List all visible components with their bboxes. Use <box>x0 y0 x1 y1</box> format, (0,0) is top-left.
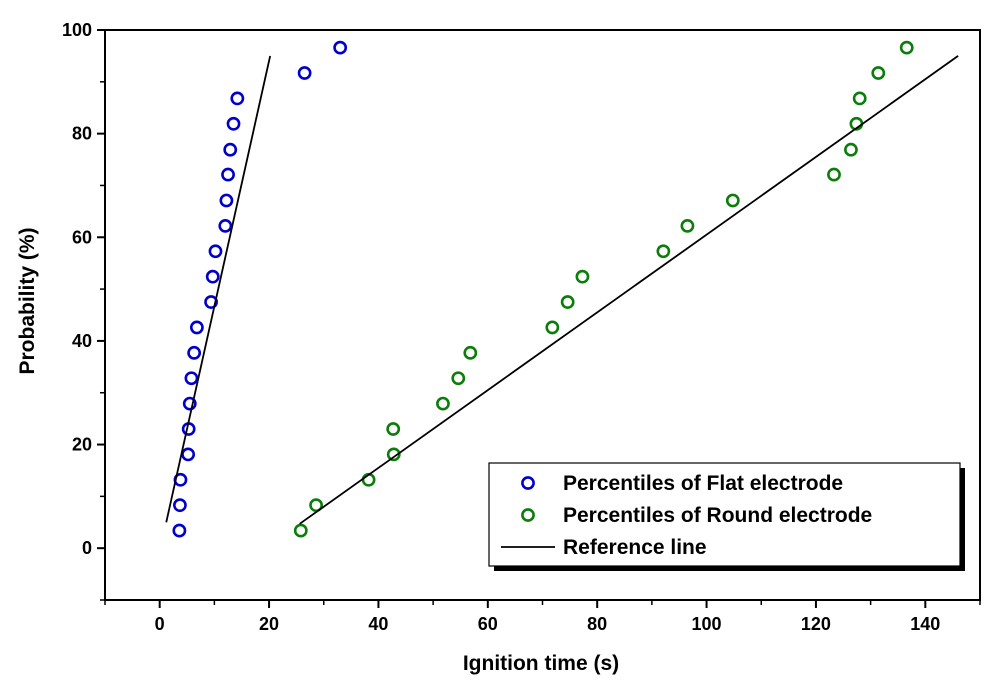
x-tick-label: 20 <box>259 614 279 634</box>
data-point <box>223 142 238 157</box>
data-point <box>656 244 671 259</box>
y-axis-title: Probability (%) <box>16 227 39 374</box>
legend: Percentiles of Flat electrode Percentiles… <box>488 462 965 571</box>
x-axis-title: Ignition time (s) <box>463 652 619 675</box>
data-point <box>827 167 841 182</box>
data-point <box>844 142 858 157</box>
series-markers-1 <box>293 40 914 538</box>
data-point <box>852 91 867 106</box>
data-point <box>451 371 466 386</box>
y-tick-label: 100 <box>62 20 92 40</box>
data-point <box>172 523 187 538</box>
reference-line-segment <box>165 55 272 523</box>
data-point <box>293 523 308 538</box>
legend-label: Percentiles of Flat electrode <box>563 472 843 495</box>
series-reference-line <box>165 55 959 525</box>
data-point <box>871 66 886 80</box>
data-point <box>386 447 401 462</box>
data-point <box>208 244 223 259</box>
x-tick-label: 60 <box>478 614 498 634</box>
x-tick-label: 40 <box>368 614 388 634</box>
data-point <box>545 320 560 335</box>
x-axis-ticks: 0 20 40 60 80 100 120 140 <box>104 600 981 634</box>
y-tick-label: 0 <box>82 538 92 558</box>
y-tick-label: 40 <box>72 331 92 351</box>
data-point <box>297 66 312 80</box>
legend-label: Percentiles of Round electrode <box>563 504 872 527</box>
data-point <box>184 371 199 386</box>
data-point <box>386 422 401 436</box>
data-point <box>226 116 241 131</box>
data-point <box>189 320 204 335</box>
data-point <box>436 396 450 411</box>
x-tick-label: 140 <box>910 614 940 634</box>
series-markers-0 <box>172 40 348 538</box>
legend-box <box>488 462 961 567</box>
legend-label: Reference line <box>563 536 707 559</box>
x-tick-label: 120 <box>801 614 831 634</box>
x-tick-label: 100 <box>692 614 722 634</box>
legend-marker-swatch <box>521 508 535 522</box>
data-point <box>725 193 740 208</box>
data-point <box>333 40 348 55</box>
y-tick-label: 60 <box>72 227 92 247</box>
data-point <box>187 345 202 360</box>
data-point <box>182 396 197 411</box>
y-tick-label: 80 <box>72 124 92 144</box>
data-point <box>204 295 218 309</box>
legend-marker-swatch <box>521 476 535 490</box>
y-axis-ticks: 0 20 40 60 80 100 <box>62 20 105 601</box>
data-point <box>575 269 590 284</box>
data-point <box>173 498 187 513</box>
data-point <box>181 447 196 462</box>
reference-line-segment <box>299 55 959 525</box>
data-point <box>230 91 245 106</box>
y-tick-label: 20 <box>72 435 92 455</box>
x-tick-label: 80 <box>587 614 607 634</box>
data-point <box>560 295 575 309</box>
data-point <box>221 167 235 182</box>
data-point <box>680 218 695 233</box>
data-point <box>463 345 478 360</box>
data-point <box>205 269 220 284</box>
data-point <box>218 218 233 233</box>
data-point <box>309 498 323 513</box>
data-point <box>219 193 234 208</box>
x-tick-label: 0 <box>155 614 165 634</box>
data-point <box>899 40 914 55</box>
